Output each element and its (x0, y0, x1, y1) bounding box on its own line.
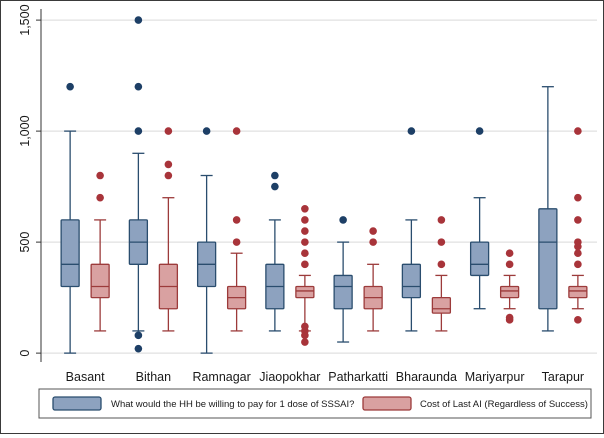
outlier-point (574, 193, 582, 202)
x-tick-label: Jiaopokhar (259, 370, 320, 384)
box (568, 285, 588, 299)
outlier-point (164, 160, 173, 169)
box-group (499, 249, 520, 324)
outlier-point (202, 127, 211, 135)
outlier-point (301, 238, 309, 246)
outlier-point (164, 171, 173, 180)
outlier-point (301, 260, 309, 269)
box-group (568, 127, 588, 324)
outlier-point (437, 238, 446, 246)
box-group (431, 216, 452, 332)
outlier-point (134, 16, 143, 24)
outlier-point (134, 344, 143, 353)
outlier-point (271, 171, 279, 180)
outlier-point (574, 127, 582, 135)
outlier-point (505, 249, 514, 258)
outlier-point (164, 127, 173, 135)
x-tick-label: Patharkatti (328, 370, 388, 384)
box-group (60, 82, 80, 354)
outlier-point (96, 171, 104, 180)
x-tick-label: Ramnagar (192, 370, 250, 384)
outlier-point (505, 313, 514, 322)
box-group (295, 205, 315, 346)
outlier-point (407, 127, 416, 135)
outlier-point (574, 260, 582, 269)
y-tick-label: 1,500 (18, 4, 32, 35)
x-tick-label: Tarapur (542, 370, 584, 384)
outlier-point (232, 238, 241, 246)
box (295, 285, 315, 299)
outlier-point (301, 249, 309, 258)
box-group (265, 171, 285, 332)
legend-swatch-series-2 (362, 396, 412, 411)
boxes (60, 16, 588, 354)
box-group (196, 127, 217, 354)
box-group (538, 86, 558, 332)
y-axis: 0 500 1,000 1,500 (18, 4, 42, 362)
box (60, 219, 80, 288)
y-tick-label: 1,000 (18, 115, 32, 146)
y-tick-label: 500 (18, 232, 32, 253)
outlier-point (271, 182, 279, 191)
outlier-point (339, 216, 347, 224)
plot-area (41, 9, 597, 362)
legend: What would the HH be willing to pay for … (38, 388, 592, 419)
outlier-point (475, 127, 484, 135)
outlier-point (574, 238, 582, 246)
x-tick-label: Basant (66, 370, 105, 384)
box (401, 263, 422, 299)
outlier-point (369, 238, 377, 246)
box-group (469, 127, 490, 310)
outlier-point (301, 227, 309, 235)
legend-swatch-series-1 (52, 396, 102, 411)
outlier-point (232, 127, 241, 135)
outlier-point (96, 193, 104, 202)
outlier-point (134, 82, 143, 91)
legend-frame (38, 388, 592, 419)
outlier-point (505, 260, 514, 269)
outlier-point (66, 82, 74, 91)
box-group (401, 127, 422, 332)
box-group (333, 216, 353, 343)
x-tick-label: Mariyarpur (465, 370, 525, 384)
outlier-point (301, 338, 309, 346)
box-group (363, 227, 383, 332)
box (538, 208, 558, 310)
box (431, 296, 452, 314)
box (90, 263, 110, 299)
outlier-point (301, 322, 309, 331)
outlier-point (574, 249, 582, 258)
outlier-point (134, 331, 143, 340)
box-group (90, 171, 110, 332)
box-group (128, 16, 149, 353)
outlier-point (134, 127, 143, 135)
box-group (158, 127, 179, 332)
x-tick-label: Bharaunda (396, 370, 457, 384)
outlier-point (574, 216, 582, 224)
outlier-point (437, 260, 446, 269)
outlier-point (301, 216, 309, 224)
legend-label-series-2: Cost of Last AI (Regardless of Success) (420, 399, 588, 410)
outlier-point (301, 205, 309, 213)
outlier-point (574, 316, 582, 324)
outlier-point (369, 227, 377, 235)
legend-label-series-1: What would the HH be willing to pay for … (111, 399, 354, 410)
y-tick-label: 0 (18, 350, 32, 357)
x-axis: Basant Bithan Ramnagar Jiaopokhar Patharkatt… (66, 370, 584, 384)
box-group (226, 127, 247, 332)
box (333, 274, 353, 310)
outlier-point (437, 216, 446, 224)
box (499, 285, 520, 299)
box (469, 241, 490, 277)
x-tick-label: Bithan (136, 370, 171, 384)
outlier-point (232, 216, 241, 224)
